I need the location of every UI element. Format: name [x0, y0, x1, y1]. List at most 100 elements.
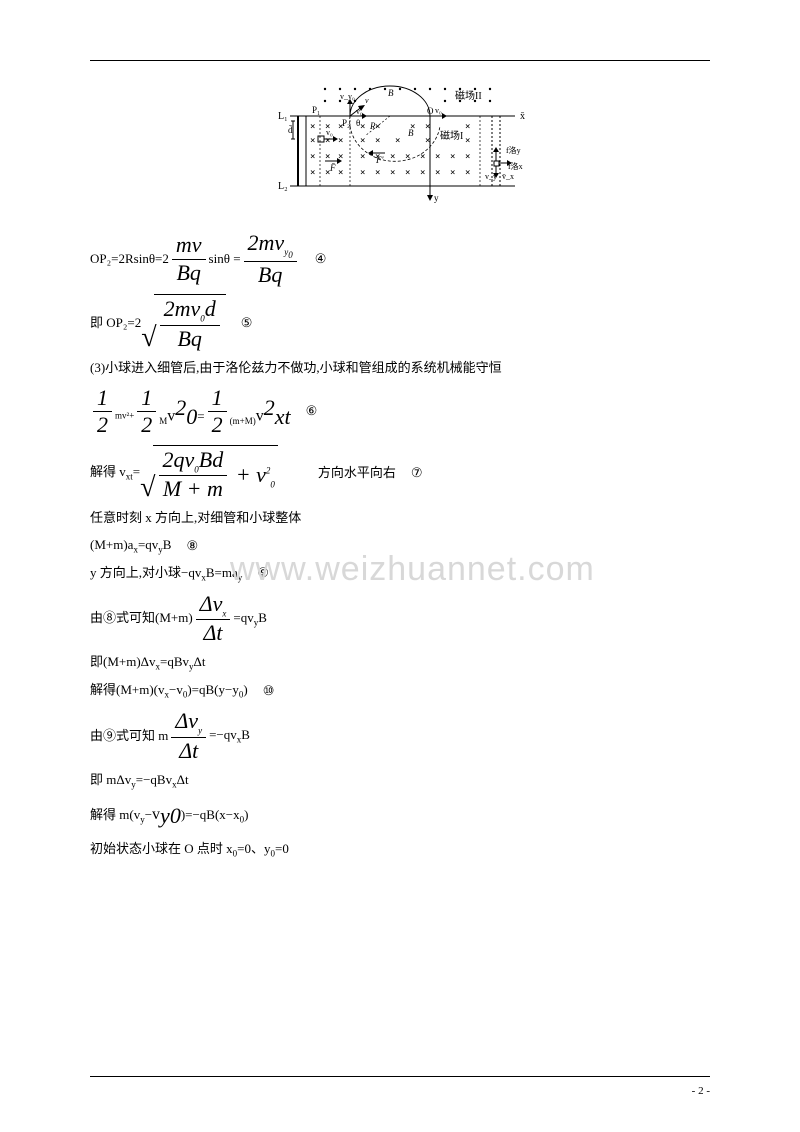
l4-f2n: 1 [137, 385, 156, 412]
eq-line-1: OP₂=2Rsinθ=2 mv Bq sinθ = 2mvy0 Bq ④ [90, 230, 710, 288]
l2-sqrt-den: Bq [173, 326, 205, 352]
text-line-15: 初始状态小球在 O 点时 x0=0、y0=0 [90, 839, 710, 861]
l3-text: (3)小球进入细管后,由于洛伦兹力不做功,小球和管组成的系统机械能守恒 [90, 358, 502, 379]
svg-text:×: × [450, 168, 455, 178]
l1-frac1-num: mv [172, 232, 206, 259]
l9-den: Δt [199, 620, 226, 646]
l4-a1: mv²+ [115, 401, 134, 423]
l10: 即(M+m)Δvx=qBvyΔt [90, 652, 206, 674]
label-fly: f洛y [506, 145, 521, 155]
l11: 解得(M+m)(vx−v0)=qB(y−y0) [90, 680, 248, 702]
l2-pre: 即 OP₂=2 [90, 313, 141, 334]
eq-line-2: 即 OP₂=2 √ 2mv0d Bq ⑤ [90, 294, 710, 352]
l4-f3d: 2 [208, 412, 227, 438]
svg-text:×: × [390, 152, 395, 162]
svg-text:×: × [310, 136, 315, 146]
l4-f2d: 2 [137, 412, 156, 438]
label-B-lower: B [408, 128, 414, 138]
eq-line-4: 12 mv²+ 12 Mv20= 12 (m+M)v2xt ⑥ [90, 385, 710, 439]
label-v0-top: v₀ [356, 107, 363, 116]
svg-text:×: × [435, 168, 440, 178]
label-flx: f洛x [508, 161, 523, 171]
l4-a3: (m+M)v2xt [230, 390, 291, 434]
l12-den: Δt [175, 738, 202, 764]
svg-text:×: × [420, 152, 425, 162]
l12-pre: 由⑨式可知 m [90, 726, 168, 747]
l4-f3n: 1 [208, 385, 227, 412]
svg-text:×: × [435, 152, 440, 162]
l4-f1n: 1 [93, 385, 112, 412]
l9-num: Δvx [196, 591, 231, 620]
footer-rule [90, 1076, 710, 1077]
diagram-svg: [] L₁ x̄ L₂ ×××××××× [270, 81, 530, 206]
l9-post: =qvyB [233, 608, 267, 630]
svg-text:×: × [375, 136, 380, 146]
l5-mark: ⑦ [411, 463, 423, 484]
eq-line-8: y 方向上,对小球−qvxB=may ⑨ [90, 563, 710, 585]
l1-pre: OP₂=2Rsinθ=2 [90, 249, 169, 270]
svg-text:×: × [360, 168, 365, 178]
svg-text:×: × [310, 168, 315, 178]
label-L1: L₁ [278, 111, 288, 122]
svg-text:×: × [465, 168, 470, 178]
l15: 初始状态小球在 O 点时 x0=0、y0=0 [90, 839, 289, 861]
l12-post: =−qvxB [209, 725, 250, 747]
l1-frac2-num: 2mvy0 [244, 230, 297, 262]
svg-text:×: × [360, 136, 365, 146]
l5-plus: + v20 [230, 457, 275, 492]
label-Fprime: F' [375, 155, 384, 165]
l1-frac2-den: Bq [254, 262, 286, 288]
label-vx: v̄_x [502, 172, 514, 181]
l1-frac1-den: Bq [172, 260, 204, 286]
l14-vy0: vy0 [152, 798, 181, 833]
l4-mark: ⑥ [306, 401, 318, 422]
text-line-6: 任意时刻 x 方向上,对细管和小球整体 [90, 508, 710, 529]
label-P1: P₁ [312, 105, 320, 115]
l4-a2: Mv20= [159, 390, 204, 434]
top-rule [90, 60, 710, 61]
label-R: R [369, 121, 376, 131]
svg-text:×: × [390, 168, 395, 178]
label-P2: P₂ [342, 118, 350, 128]
eq-line-5: 解得 vxt= √ 2qv0Bd M + m + v20 方向水平向右 ⑦ [90, 445, 710, 503]
l1-mark: ④ [315, 249, 327, 270]
svg-text:×: × [450, 152, 455, 162]
l5-pre: 解得 vxt= [90, 462, 140, 484]
eq-line-13: 即 mΔvy=−qBvxΔt [90, 770, 710, 792]
l8: y 方向上,对小球−qvxB=may [90, 563, 242, 585]
label-x-axis: x̄ [520, 111, 525, 122]
label-field1: 磁场I [440, 129, 463, 142]
svg-text:×: × [465, 152, 470, 162]
l14: 解得 m(vy− [90, 805, 152, 827]
eq-line-11: 解得(M+m)(vx−v0)=qB(y−y0) ⑩ [90, 680, 710, 702]
l7: (M+m)ax=qvyB [90, 535, 171, 557]
eq-line-10: 即(M+m)Δvx=qBvyΔt [90, 652, 710, 674]
label-field2: 磁场II [455, 89, 482, 102]
svg-text:×: × [338, 136, 343, 146]
label-v0-left: v₀ [326, 128, 333, 137]
label-O: O [427, 106, 434, 116]
l2-sqrt-num: 2mv0d [160, 296, 220, 325]
label-y: y [434, 193, 439, 203]
svg-text:×: × [360, 152, 365, 162]
l5-den: M + m [159, 476, 227, 502]
svg-text:×: × [360, 122, 365, 132]
label-v: v [365, 96, 369, 105]
label-F: F̄ [329, 163, 336, 173]
l6: 任意时刻 x 方向上,对细管和小球整体 [90, 508, 301, 529]
eq-line-9: 由⑧式可知(M+m) Δvx Δt =qvyB [90, 591, 710, 647]
l4-f1d: 2 [93, 412, 112, 438]
l11-mark: ⑩ [263, 681, 275, 702]
physics-diagram: [] L₁ x̄ L₂ ×××××××× [90, 81, 710, 210]
label-B-upper: B [388, 88, 394, 98]
label-vy0: v_y₀ [340, 92, 355, 101]
l8-mark: ⑨ [257, 563, 269, 584]
svg-text:×: × [465, 122, 470, 132]
l9-pre: 由⑧式可知(M+m) [90, 608, 193, 629]
label-v0-O: v₀ [435, 106, 442, 115]
eq-line-12: 由⑨式可知 m Δvy Δt =−qvxB [90, 708, 710, 764]
l5-after: 方向水平向右 [318, 463, 396, 484]
svg-text:×: × [420, 168, 425, 178]
text-line-3: (3)小球进入细管后,由于洛伦兹力不做功,小球和管组成的系统机械能守恒 [90, 358, 710, 379]
l13: 即 mΔvy=−qBvxΔt [90, 770, 189, 792]
